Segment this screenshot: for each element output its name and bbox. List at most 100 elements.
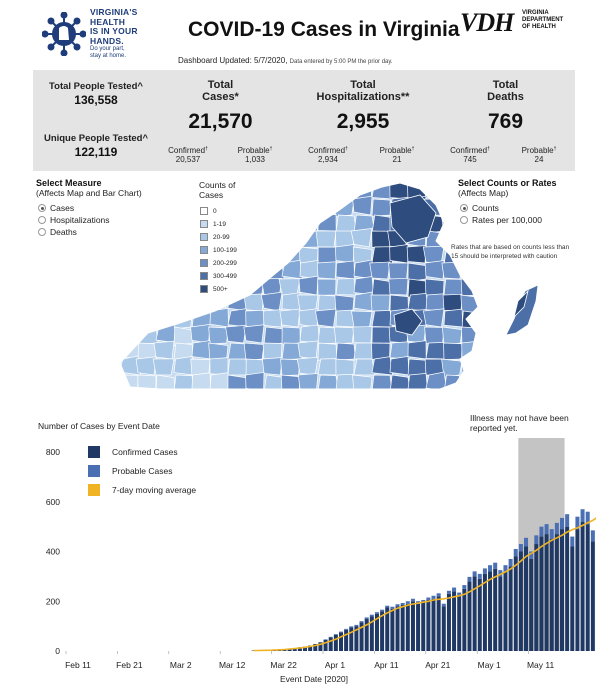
county <box>297 372 319 389</box>
county <box>155 196 176 216</box>
county <box>172 391 192 405</box>
county <box>227 245 248 264</box>
county <box>441 183 463 200</box>
radio-selected-icon <box>460 204 468 212</box>
county <box>155 183 177 200</box>
measure-option-deaths[interactable]: Deaths <box>38 227 77 237</box>
county <box>209 307 229 328</box>
county <box>407 373 428 389</box>
legend-label: 0 <box>213 207 217 215</box>
confirmed-bar <box>354 626 359 651</box>
confirmed-bar <box>364 618 369 651</box>
county <box>461 183 478 201</box>
county <box>279 308 301 328</box>
county <box>243 324 265 344</box>
county <box>153 244 175 264</box>
radio-icon <box>460 216 468 224</box>
legend-label: 300-499 <box>213 272 237 280</box>
county <box>136 230 157 248</box>
county <box>191 340 212 360</box>
confirmed-bar <box>529 558 534 651</box>
county <box>243 246 265 265</box>
confirmed-bar <box>303 646 308 651</box>
confirmed-bar <box>560 529 565 651</box>
radio-icon <box>38 228 46 236</box>
x-tick-label: Mar 12 <box>219 660 246 670</box>
vdh-logo: VDH VIRGINIA DEPARTMENT OF HEALTH <box>460 8 570 38</box>
legend-label: 500+ <box>213 285 228 293</box>
county <box>480 311 499 327</box>
county <box>262 357 283 376</box>
county <box>263 230 283 248</box>
county <box>458 374 478 389</box>
vdh-mark: VDH <box>460 8 514 37</box>
county <box>120 310 141 331</box>
county <box>334 244 355 264</box>
deaths-confirmed: Confirmed† 745 <box>450 146 490 164</box>
county <box>479 183 498 199</box>
county <box>317 342 338 361</box>
dashboard-updated: Dashboard Updated: 5/7/2020, Data entere… <box>178 56 393 65</box>
county <box>353 291 374 312</box>
legend-swatch <box>200 246 208 254</box>
confirmed-bar <box>431 598 436 651</box>
county <box>389 194 437 244</box>
county <box>298 214 319 232</box>
county <box>243 278 265 296</box>
county <box>441 326 463 347</box>
confirmed-bar <box>498 576 503 651</box>
map-counties <box>120 183 499 405</box>
legend-swatch <box>200 233 208 241</box>
county <box>477 230 478 249</box>
county <box>480 278 498 295</box>
county <box>426 390 444 405</box>
radio-icon <box>38 216 46 224</box>
confirmed-bar <box>585 524 590 651</box>
eastern-shore <box>505 284 539 336</box>
probable-bar <box>369 614 374 617</box>
county <box>135 356 157 376</box>
cases-by-event-date-chart: 0 200 400 600 800 Feb 11 Feb 21 Mar 2 Mar 12 Mar … <box>46 438 596 684</box>
county <box>189 183 211 200</box>
county <box>137 183 157 200</box>
hospitalizations-label: Total Hospitalizations** <box>316 79 410 103</box>
county <box>209 183 230 200</box>
confirmed-bar <box>400 604 405 651</box>
x-tick-label: Apr 11 <box>374 660 399 670</box>
county <box>335 342 356 361</box>
probable-bar <box>333 634 338 635</box>
county <box>335 373 356 389</box>
county <box>422 245 445 264</box>
chart-legend-label: Probable Cases <box>112 466 172 476</box>
confirmed-bar <box>313 644 318 651</box>
county <box>281 259 303 280</box>
confirmed-bar <box>385 607 390 651</box>
county <box>263 245 284 264</box>
measure-option-cases[interactable]: Cases <box>38 203 74 213</box>
virginia-county-map[interactable] <box>120 183 560 405</box>
rates-option-per-100k[interactable]: Rates per 100,000 <box>460 215 542 225</box>
probable-bar <box>529 551 534 559</box>
county <box>387 388 409 389</box>
county <box>228 391 249 405</box>
county <box>441 261 463 280</box>
county <box>155 374 176 389</box>
county <box>262 198 283 219</box>
moving-average-line <box>253 517 596 652</box>
county <box>260 212 283 232</box>
probable-bar <box>344 628 349 630</box>
confirmed-bar <box>369 616 374 651</box>
select-measure-subtitle: (Affects Map and Bar Chart) <box>36 188 142 198</box>
measure-option-hospitalizations[interactable]: Hospitalizations <box>38 215 110 225</box>
confirmed-bar <box>518 551 523 651</box>
county <box>208 214 229 234</box>
county <box>154 294 175 315</box>
county <box>120 214 139 234</box>
select-counts-subtitle: (Affects Map) <box>458 188 509 198</box>
chart-legend-label: Confirmed Cases <box>112 447 178 457</box>
probable-bar <box>575 516 580 530</box>
confirmed-bar <box>426 600 431 651</box>
rates-option-counts[interactable]: Counts <box>460 203 499 213</box>
county <box>263 262 285 281</box>
confirmed-bar <box>508 566 513 651</box>
